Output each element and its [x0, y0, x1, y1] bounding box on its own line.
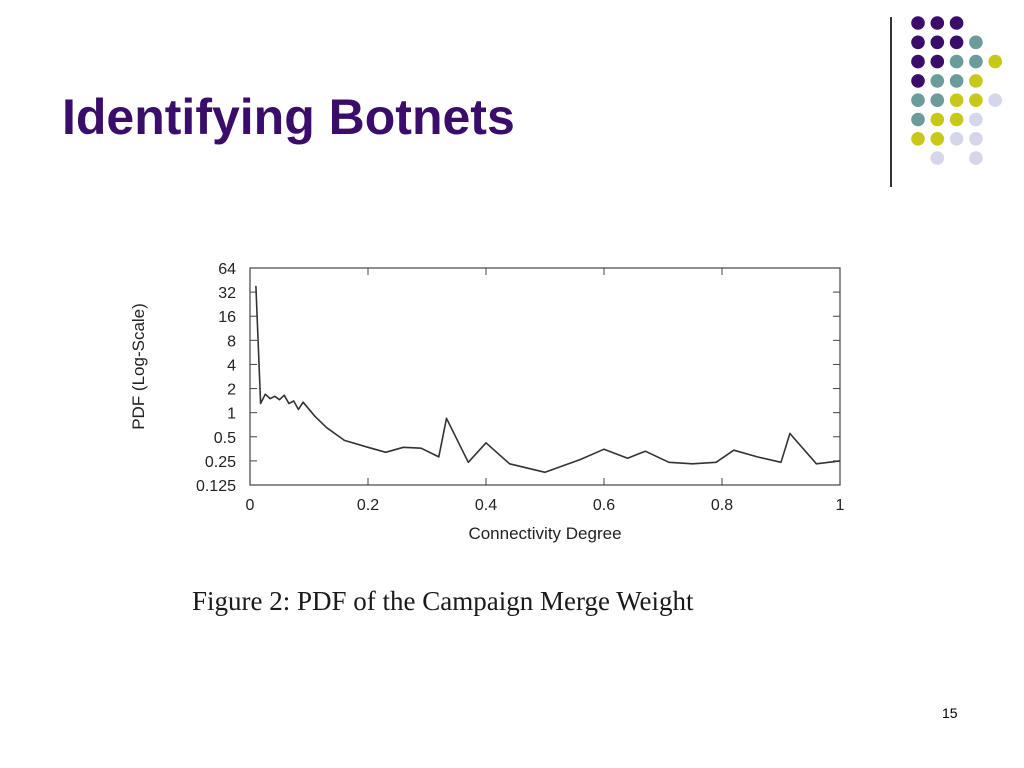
data-point: [579, 459, 581, 461]
data-point: [627, 457, 629, 459]
data-point: [445, 417, 447, 419]
y-tick-label: 0.125: [196, 478, 236, 495]
data-point: [467, 461, 469, 463]
decor-dot-lavender: [969, 132, 983, 146]
decor-dot-lavender: [969, 151, 983, 165]
x-tick-label: 0.2: [357, 497, 379, 514]
data-point: [326, 427, 328, 429]
decor-dot-purple: [930, 54, 945, 69]
data-point: [756, 456, 758, 458]
decor-dot-teal: [949, 54, 964, 69]
decor-dot-yellow: [911, 132, 925, 146]
x-tick-label: 0: [246, 497, 255, 514]
y-tick-label: 0.5: [214, 430, 236, 447]
y-tick-label: 0.25: [205, 454, 236, 471]
decor-dot-teal: [949, 74, 964, 88]
decor-dot-teal: [930, 74, 945, 88]
data-point: [603, 448, 605, 450]
data-point: [780, 461, 782, 463]
data-point: [839, 460, 841, 462]
decor-dot-teal: [969, 35, 983, 50]
decor-dot-teal: [930, 93, 945, 107]
y-tick-label: 8: [227, 333, 236, 350]
header-divider: [890, 17, 892, 187]
x-tick-label: 1: [836, 497, 845, 514]
data-point: [715, 461, 717, 463]
data-point: [302, 401, 304, 403]
decor-dot-purple: [930, 16, 945, 30]
data-point: [692, 463, 693, 465]
data-point: [733, 449, 735, 451]
data-point: [274, 395, 276, 397]
decor-dot-yellow: [949, 93, 964, 107]
series-line-0: [255, 286, 841, 474]
decor-dot-yellow: [930, 132, 945, 146]
page-number: 15: [942, 705, 958, 721]
decor-dot-purple: [911, 16, 925, 30]
data-point: [269, 398, 271, 400]
pdf-line-chart: 0.125 0.25 0.5 1 2 4 8 16 32 64 0 0.2 0.4 0.6 0.8 1 Conn…: [129, 261, 845, 543]
decor-dot-yellow: [969, 74, 983, 88]
data-point: [420, 447, 422, 449]
decor-dot-purple: [949, 16, 964, 30]
x-tick-label: 0.6: [593, 497, 615, 514]
decor-dot-yellow: [988, 54, 1002, 69]
decor-dot-yellow: [930, 112, 945, 127]
x-tick-label: 0.8: [711, 497, 733, 514]
decor-dot-purple: [911, 74, 925, 88]
data-point: [264, 393, 266, 395]
x-tick-label: 0.4: [475, 497, 497, 514]
data-point: [367, 446, 369, 448]
data-point: [343, 439, 345, 441]
decor-dot-teal: [911, 112, 925, 127]
decor-dot-purple: [949, 35, 964, 50]
x-axis-label: Connectivity Degree: [468, 524, 621, 543]
slide-title: Identifying Botnets: [62, 89, 515, 145]
decor-dot-lavender: [988, 93, 1002, 107]
decor-dot-purple: [930, 35, 945, 50]
data-point: [544, 471, 546, 473]
data-point: [485, 442, 487, 444]
decor-dot-teal: [911, 93, 925, 107]
y-tick-label: 4: [227, 357, 236, 374]
data-point: [402, 446, 404, 448]
decor-dot-lavender: [969, 112, 983, 127]
decor-dot-lavender: [949, 132, 964, 146]
data-point: [297, 408, 299, 410]
data-point: [509, 463, 511, 465]
data-point: [255, 285, 257, 287]
y-tick-label: 16: [218, 309, 236, 326]
decor-dot-teal: [969, 54, 983, 69]
data-point: [283, 394, 285, 396]
decor-dot-purple: [911, 35, 925, 50]
decor-dot-yellow: [949, 112, 964, 127]
decor-dot-purple: [911, 54, 925, 69]
data-point: [815, 463, 817, 465]
data-point: [288, 403, 290, 405]
y-tick-label: 64: [218, 261, 236, 278]
data-point: [293, 400, 295, 402]
y-tick-label: 1: [227, 406, 236, 423]
data-point: [279, 399, 280, 401]
y-tick-label: 32: [218, 285, 236, 302]
data-point: [385, 451, 387, 453]
plot-area: 0.125 0.25 0.5 1 2 4 8 16 32 64 0 0.2 0.4 0.6 0.8 1 Conn…: [129, 261, 845, 543]
y-axis-label: PDF (Log-Scale): [129, 303, 148, 430]
data-point: [438, 456, 440, 458]
data-point: [314, 415, 316, 417]
decor-dot-yellow: [969, 93, 983, 107]
data-point: [260, 403, 262, 405]
y-tick-label: 2: [227, 382, 236, 399]
figure-caption: Figure 2: PDF of the Campaign Merge Weig…: [192, 586, 694, 616]
data-point: [789, 432, 791, 434]
plot-frame: [249, 267, 841, 486]
data-point: [644, 450, 646, 452]
decor-dot-lavender: [930, 151, 945, 165]
data-point: [668, 461, 670, 463]
